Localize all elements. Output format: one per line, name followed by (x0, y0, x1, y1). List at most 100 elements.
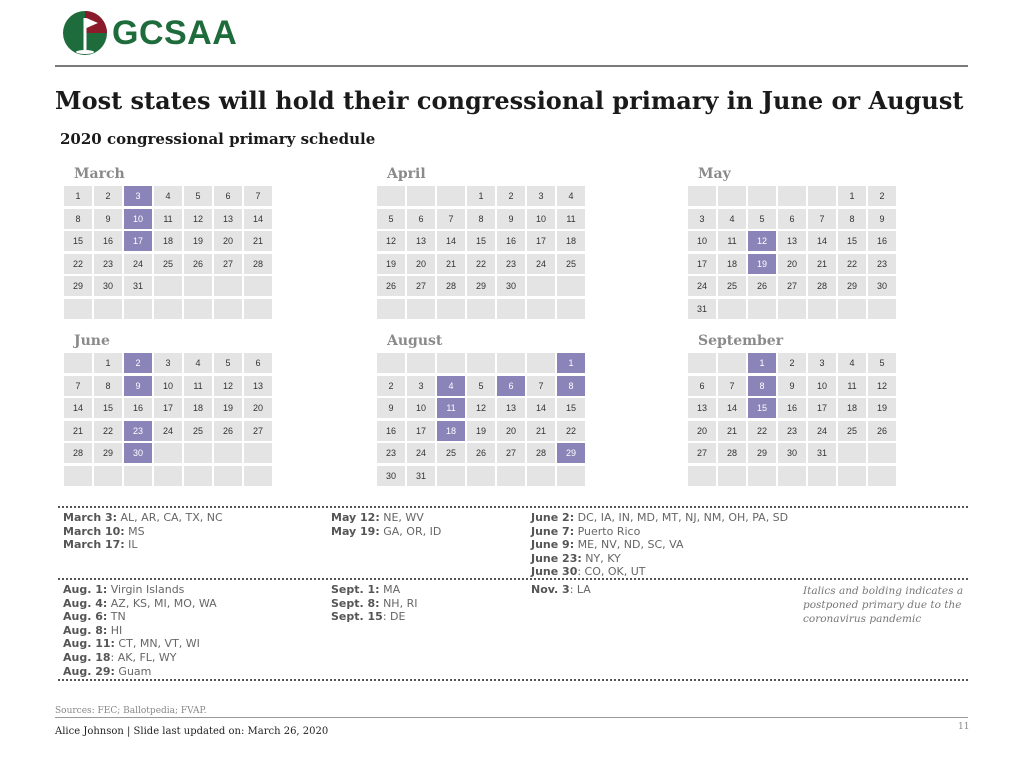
calendar-day: 18 (718, 253, 746, 274)
schedule-date: Aug. 6: (63, 610, 108, 624)
empty-day (124, 465, 152, 486)
schedule-date: May 12: (331, 511, 380, 524)
schedule-states: CT, MN, VT, WI (114, 637, 200, 651)
schedule-date: Aug. 4: (63, 596, 108, 610)
calendar-day: 28 (244, 253, 272, 274)
calendar-grid: 1 2 3 4 5 6 7 8 9 10 11 12 13 14 15 16 17 18 19 20 21 22 23 24 2… (688, 186, 896, 319)
calendar-day: 12 (377, 231, 405, 251)
page-number: 11 (958, 722, 970, 732)
empty-day (718, 465, 746, 486)
calendar-day: 10 (688, 231, 716, 251)
empty-day (214, 465, 242, 486)
empty-day (64, 465, 92, 486)
empty-day (184, 298, 212, 319)
empty-day (407, 298, 435, 319)
calendar-day: 23 (778, 420, 806, 441)
calendar-day: 13 (497, 398, 525, 418)
schedule-list: Nov. 3: LA (531, 583, 591, 597)
calendar-day: 11 (557, 208, 585, 229)
calendar-day: 24 (407, 443, 435, 463)
calendar-grid: 1 2 3 4 5 6 7 8 9 10 11 12 13 14 15 16 17 18 19 20 21 22 23 24 2… (688, 353, 896, 486)
schedule-entry: June 9: ME, NV, ND, SC, VA (531, 538, 788, 552)
calendar-day: 17 (154, 398, 182, 418)
empty-day (437, 465, 465, 486)
empty-day (154, 443, 182, 463)
primary-day: 19 (748, 253, 776, 274)
empty-day (214, 298, 242, 319)
schedule-states: MS (124, 524, 145, 538)
calendar-day: 29 (64, 276, 92, 296)
golf-flag-logo-icon (63, 11, 107, 55)
calendar-grid: 1 2 3 4 5 6 7 8 9 10 11 12 13 14 15 16 17 18 19 20 21 22 23 24 2… (64, 186, 272, 319)
schedule-states: NY, KY (581, 551, 621, 565)
empty-day (184, 443, 212, 463)
empty-day (748, 298, 776, 319)
empty-day (778, 465, 806, 486)
calendar-day: 15 (94, 398, 122, 418)
calendar-day: 5 (214, 353, 242, 373)
calendar-day: 9 (94, 208, 122, 229)
calendar-day: 8 (467, 208, 495, 229)
calendar-day: 22 (838, 253, 866, 274)
calendar-day: 5 (467, 375, 495, 396)
schedule-states: Guam (114, 664, 152, 678)
schedule-entry: March 17: IL (63, 538, 223, 552)
empty-day (467, 353, 495, 373)
schedule-entry: June 2: DC, IA, IN, MD, MT, NJ, NM, OH, … (531, 511, 788, 525)
calendar-day: 26 (377, 276, 405, 296)
empty-day (244, 465, 272, 486)
calendar-day: 28 (808, 276, 836, 296)
calendar-day: 5 (184, 186, 212, 206)
calendar-day: 9 (868, 208, 896, 229)
calendar-day: 30 (377, 465, 405, 486)
empty-day (437, 298, 465, 319)
calendar-day: 5 (868, 353, 896, 373)
primary-day: 1 (557, 353, 585, 373)
schedule-states: : DE (382, 610, 406, 624)
empty-day (748, 186, 776, 206)
schedule-entry: Aug. 18: AK, FL, WY (63, 651, 217, 665)
calendar-day: 31 (808, 443, 836, 463)
calendar-day: 28 (64, 443, 92, 463)
primary-day: 23 (124, 420, 152, 441)
calendar-day: 11 (154, 208, 182, 229)
calendar-day: 5 (377, 208, 405, 229)
empty-day (184, 465, 212, 486)
schedule-states: Virgin Islands (107, 583, 185, 596)
empty-day (527, 276, 555, 296)
calendar-day: 2 (778, 353, 806, 373)
empty-day (808, 298, 836, 319)
schedule-entry: Sept. 8: NH, RI (331, 597, 417, 611)
schedule-entry: Aug. 8: HI (63, 624, 217, 638)
schedule-entry: June 23: NY, KY (531, 552, 788, 566)
schedule-entry: Aug. 6: TN (63, 610, 217, 624)
primary-day: 9 (124, 375, 152, 396)
calendar-day: 23 (94, 253, 122, 274)
calendar-day: 29 (838, 276, 866, 296)
empty-day (527, 298, 555, 319)
calendar-day: 4 (718, 208, 746, 229)
empty-day (778, 298, 806, 319)
empty-day (778, 186, 806, 206)
calendar-day: 19 (467, 420, 495, 441)
calendar-day: 19 (184, 231, 212, 251)
schedule-date: June 9: (531, 538, 575, 552)
page-subtitle: 2020 congressional primary schedule (60, 130, 376, 148)
calendar-day: 7 (244, 186, 272, 206)
empty-day (688, 353, 716, 373)
schedule-entry: March 3: AL, AR, CA, TX, NC (63, 511, 223, 525)
calendar-day: 11 (838, 375, 866, 396)
schedule-date: June 30 (531, 565, 578, 579)
page-title: Most states will hold their congressiona… (55, 86, 964, 115)
calendar-day: 31 (407, 465, 435, 486)
empty-day (154, 298, 182, 319)
schedule-states: GA, OR, ID (379, 524, 442, 538)
calendar-day: 31 (124, 276, 152, 296)
schedule-entry: May 12: NE, WV (331, 511, 441, 525)
calendar-day: 25 (557, 253, 585, 274)
schedule-entry: Aug. 4: AZ, KS, MI, MO, WA (63, 597, 217, 611)
empty-day (497, 298, 525, 319)
schedule-list: Aug. 1: Virgin Islands Aug. 4: AZ, KS, MI… (63, 583, 217, 678)
calendar-day: 22 (748, 420, 776, 441)
calendar-day: 18 (838, 398, 866, 418)
